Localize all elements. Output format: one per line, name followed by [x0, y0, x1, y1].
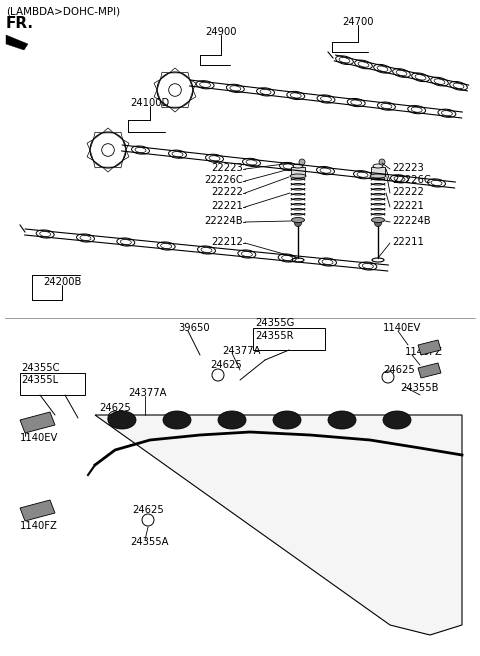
Text: (LAMBDA>DOHC-MPI): (LAMBDA>DOHC-MPI): [6, 6, 120, 16]
Text: 1140EV: 1140EV: [20, 433, 59, 443]
Polygon shape: [95, 415, 462, 635]
Ellipse shape: [273, 411, 301, 429]
Text: 22224B: 22224B: [204, 216, 243, 226]
Text: 24355B: 24355B: [400, 383, 439, 393]
Polygon shape: [418, 340, 441, 355]
Bar: [253, 328, 325, 350]
Polygon shape: [6, 35, 28, 50]
Text: 22211: 22211: [392, 237, 424, 247]
Polygon shape: [20, 500, 55, 521]
Text: 22223: 22223: [211, 163, 243, 173]
Text: 1140FZ: 1140FZ: [20, 521, 58, 531]
Text: 24355A: 24355A: [130, 537, 168, 547]
Text: 1140FZ: 1140FZ: [405, 347, 443, 357]
Text: 24900: 24900: [205, 27, 237, 37]
Text: 24200B: 24200B: [43, 277, 81, 287]
Bar: [20, 373, 85, 395]
Text: 24377A: 24377A: [128, 388, 167, 398]
Bar: [291, 167, 305, 175]
Text: 22223: 22223: [392, 163, 424, 173]
Text: 24100D: 24100D: [131, 98, 169, 108]
Text: 22224B: 22224B: [392, 216, 431, 226]
Ellipse shape: [383, 411, 411, 429]
Ellipse shape: [108, 411, 136, 429]
Text: 22221: 22221: [211, 201, 243, 211]
Text: 22212: 22212: [211, 237, 243, 247]
Circle shape: [379, 159, 385, 165]
Text: 24700: 24700: [342, 17, 374, 27]
Ellipse shape: [373, 164, 383, 168]
Bar: [371, 167, 385, 175]
Circle shape: [299, 159, 305, 165]
Circle shape: [295, 220, 301, 226]
Text: FR.: FR.: [6, 16, 34, 31]
Text: 24377A: 24377A: [222, 346, 261, 356]
Text: 1140EV: 1140EV: [383, 323, 421, 333]
Text: 24355L: 24355L: [21, 375, 58, 385]
Ellipse shape: [372, 218, 384, 222]
Ellipse shape: [328, 411, 356, 429]
Text: 24355G: 24355G: [255, 318, 294, 328]
Ellipse shape: [218, 411, 246, 429]
Text: 22226C: 22226C: [204, 175, 243, 185]
Ellipse shape: [293, 164, 303, 168]
Text: 24625: 24625: [383, 365, 415, 375]
Polygon shape: [418, 363, 441, 378]
Text: 22222: 22222: [211, 187, 243, 197]
Ellipse shape: [163, 411, 191, 429]
Ellipse shape: [370, 174, 386, 178]
Text: 22221: 22221: [392, 201, 424, 211]
Text: 24355R: 24355R: [255, 331, 293, 341]
Text: 39650: 39650: [178, 323, 210, 333]
Ellipse shape: [291, 218, 304, 222]
Text: 24625: 24625: [132, 505, 164, 515]
Circle shape: [374, 220, 382, 226]
Text: 24625: 24625: [210, 360, 242, 370]
Ellipse shape: [290, 174, 306, 178]
Text: 24355C: 24355C: [21, 363, 60, 373]
Text: 22222: 22222: [392, 187, 424, 197]
Text: 22226C: 22226C: [392, 175, 431, 185]
Polygon shape: [20, 412, 55, 433]
Text: 24625: 24625: [99, 403, 131, 413]
